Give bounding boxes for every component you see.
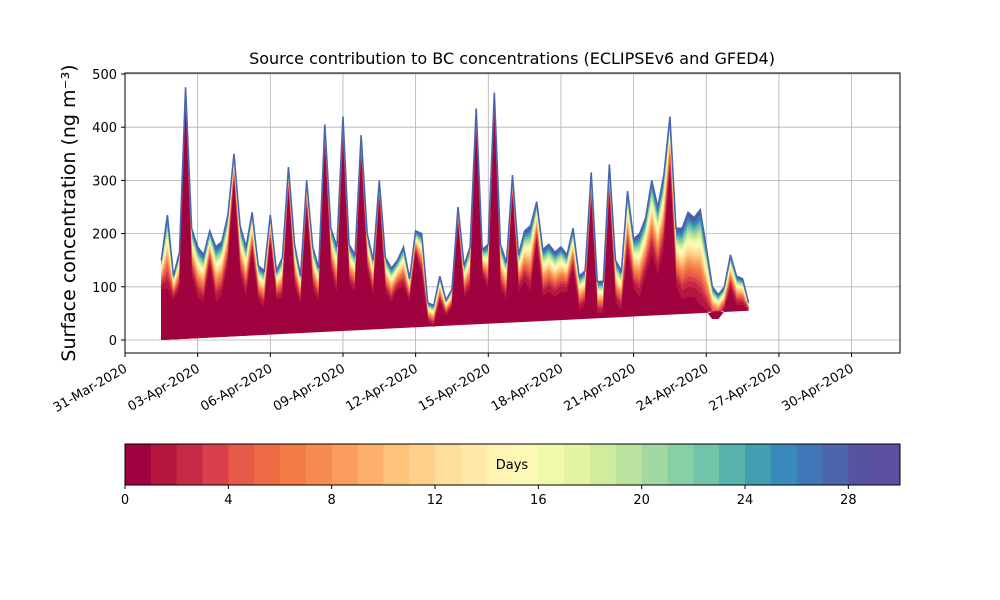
colorbar-tick-label: 20 xyxy=(633,493,650,508)
y-tick-label: 500 xyxy=(92,68,117,83)
colorbar-swatch xyxy=(590,444,617,485)
colorbar-swatch xyxy=(848,444,875,485)
colorbar-swatch xyxy=(486,444,513,485)
colorbar-swatches xyxy=(125,444,901,485)
colorbar-swatch xyxy=(176,444,203,485)
colorbar-swatch xyxy=(254,444,281,485)
colorbar-swatch xyxy=(150,444,178,485)
colorbar-swatch xyxy=(305,444,333,485)
colorbar-swatch xyxy=(512,444,539,485)
y-tick-label: 100 xyxy=(92,281,117,296)
colorbar-tick-label: 8 xyxy=(328,493,336,508)
colorbar-swatch xyxy=(822,444,849,485)
colorbar-swatch xyxy=(331,444,358,485)
area-band xyxy=(161,116,749,340)
y-tick-label: 400 xyxy=(92,121,117,136)
colorbar-swatch xyxy=(435,444,462,485)
y-axis-label: Surface concentration (ng m⁻³) xyxy=(58,64,80,361)
colorbar-swatch xyxy=(667,444,694,485)
y-tick-label: 300 xyxy=(92,174,117,189)
total-outline xyxy=(160,87,750,307)
colorbar-swatch xyxy=(770,444,798,485)
colorbar-tick-label: 28 xyxy=(840,493,857,508)
colorbar-swatch xyxy=(280,444,307,485)
colorbar-swatch xyxy=(796,444,823,485)
colorbar-swatch xyxy=(641,444,668,485)
colorbar-swatch xyxy=(460,444,488,485)
colorbar-swatch xyxy=(125,444,152,485)
y-tick-label: 0 xyxy=(109,334,117,349)
colorbar-label: Days xyxy=(496,458,529,473)
colorbar-frame xyxy=(124,443,901,486)
colorbar-swatch xyxy=(615,444,643,485)
colorbar-swatch xyxy=(228,444,255,485)
colorbar-swatch xyxy=(538,444,565,485)
chart-title: Source contribution to BC concentrations… xyxy=(249,49,775,68)
y-tick-label: 200 xyxy=(92,228,117,243)
colorbar-ticks: 0 4 8 12 16 20 24 28 xyxy=(121,485,857,508)
colorbar-swatch xyxy=(409,444,436,485)
colorbar-swatch xyxy=(564,444,591,485)
colorbar-tick-label: 0 xyxy=(121,493,129,508)
colorbar-swatch xyxy=(202,444,229,485)
colorbar-tick-label: 12 xyxy=(427,493,444,508)
colorbar-tick-label: 16 xyxy=(530,493,547,508)
area-layer xyxy=(160,87,750,340)
colorbar-swatch xyxy=(745,444,772,485)
colorbar-swatch xyxy=(383,444,410,485)
colorbar: Days 0 4 8 12 16 20 24 28 xyxy=(121,443,901,508)
colorbar-swatch xyxy=(357,444,384,485)
colorbar-tick-label: 24 xyxy=(737,493,754,508)
colorbar-swatch xyxy=(874,444,901,485)
y-axis: 0 100 200 300 400 500 xyxy=(92,68,125,349)
colorbar-swatch xyxy=(719,444,746,485)
plot-frame xyxy=(124,72,901,354)
colorbar-swatch xyxy=(693,444,720,485)
colorbar-tick-label: 4 xyxy=(224,493,232,508)
